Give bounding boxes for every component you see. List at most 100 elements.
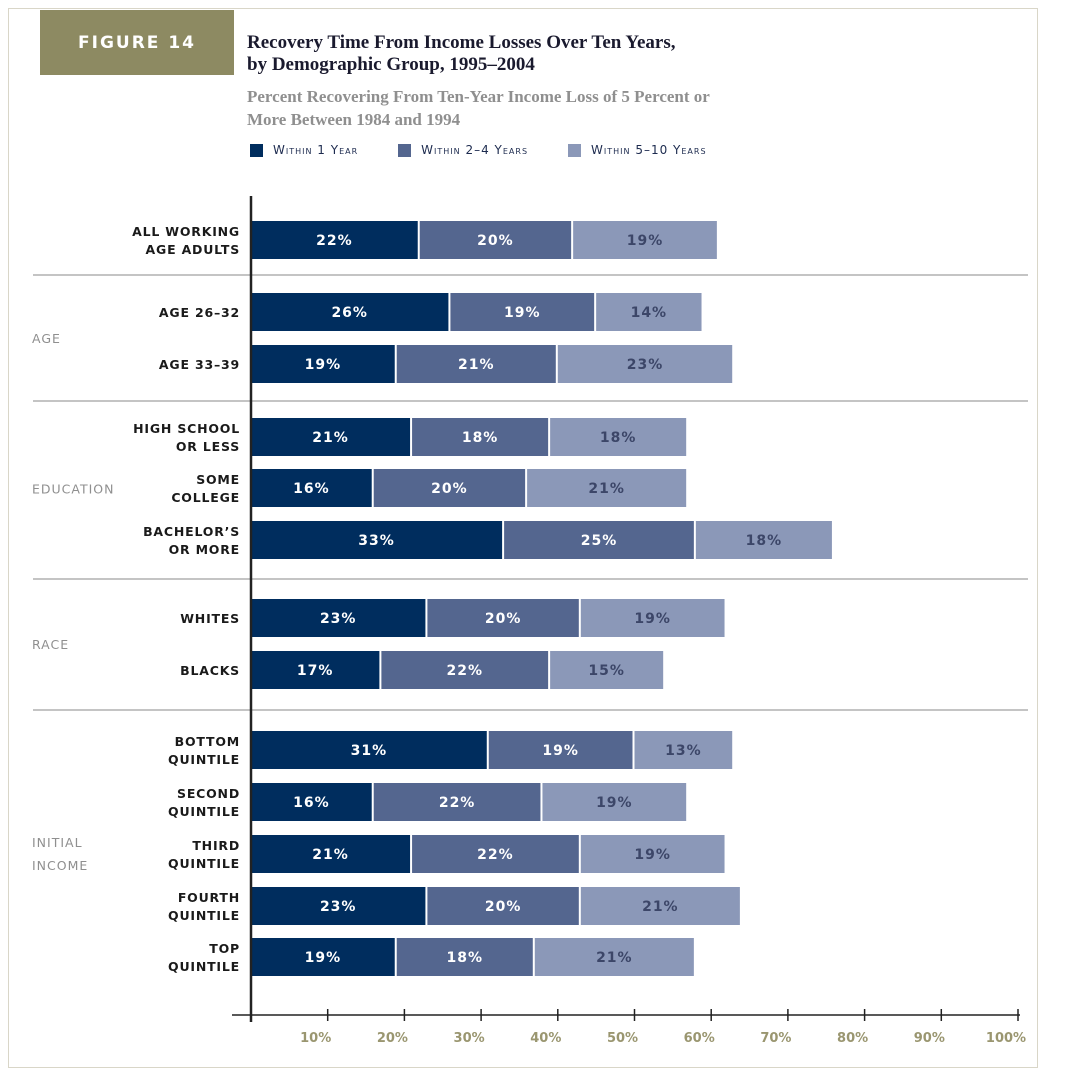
bar-value-label-g2-r0-s1: 18% [462,430,499,446]
bar-value-label-g4-r4-s0: 19% [305,950,342,966]
chart-subtitle-line-2: More Between 1984 and 1994 [247,110,461,129]
row-label-g1-r0-l0: AGE 26–32 [159,305,240,320]
row-label-g0-r0-l1: AGE ADULTS [146,242,240,257]
row-label-g3-r1-l0: BLACKS [180,663,240,678]
group-label-4-l1: INCOME [32,858,88,873]
bar-segment-g0-r0-s1 [419,221,572,259]
x-tick-label-70: 70% [760,1031,791,1046]
bar-value-label-g1-r1-s0: 19% [305,357,342,373]
bar-value-label-g3-r1-s1: 22% [447,663,484,679]
row-label-g2-r2-l1: OR MORE [169,542,240,557]
group-label-3-l0: RACE [32,637,69,652]
row-label-g2-r1-l1: COLLEGE [171,490,240,505]
bar-segment-g4-r4-s0 [251,938,395,976]
bar-value-label-g0-r0-s2: 19% [627,233,664,249]
bar-value-label-g2-r2-s1: 25% [581,533,618,549]
row-label-g2-r2-l0: BACHELOR’S [143,524,240,539]
bar-segment-g4-r2-s2 [580,835,725,873]
bar-segment-g3-r0-s1 [427,599,579,637]
row-label-g4-r3-l1: QUINTILE [168,908,240,923]
bar-value-label-g4-r2-s0: 21% [312,847,349,863]
row-label-g4-r3-l0: FOURTH [178,890,240,905]
x-tick-label-30: 30% [454,1031,485,1046]
chart-legend: Within 1 Year Within 2–4 Years Within 5–… [250,143,707,157]
bar-segment-g2-r1-s1 [373,469,526,507]
bar-segment-g2-r2-s1 [504,521,694,559]
bar-value-label-g0-r0-s1: 20% [477,233,514,249]
bar-segment-g2-r1-s2 [527,469,687,507]
bar-segment-g4-r0-s2 [634,731,733,769]
bar-value-label-g4-r3-s2: 21% [642,899,679,915]
chart-title: Recovery Time From Income Losses Over Te… [247,32,887,76]
legend-swatch-within-2-4-years [398,143,412,157]
bar-segment-g4-r1-s1 [373,783,541,821]
bar-value-label-g2-r2-s0: 33% [358,533,395,549]
bar-segment-g2-r0-s0 [251,418,411,456]
row-label-g4-r1-l0: SECOND [177,786,240,801]
bar-segment-g1-r1-s0 [251,345,395,383]
bar-segment-g1-r1-s2 [557,345,733,383]
bar-segment-g2-r0-s1 [412,418,549,456]
x-tick-label-20: 20% [377,1031,408,1046]
bar-segment-g0-r0-s0 [251,221,418,259]
bar-segment-g4-r4-s2 [534,938,694,976]
bar-value-label-g2-r1-s1: 20% [431,481,468,497]
group-label-4-l0: INITIAL [32,835,83,850]
bar-segment-g3-r1-s1 [381,651,549,689]
legend-label-within-5-10-years: Within 5–10 Years [591,143,707,157]
bar-value-label-g4-r0-s0: 31% [351,743,388,759]
x-tick-label-60: 60% [684,1031,715,1046]
bar-segment-g4-r0-s0 [251,731,487,769]
legend-item-within-1-year: Within 1 Year [250,143,358,157]
bar-value-label-g3-r0-s1: 20% [485,611,522,627]
row-label-g4-r1-l1: QUINTILE [168,804,240,819]
bar-value-label-g3-r0-s0: 23% [320,611,357,627]
row-label-g2-r0-l1: OR LESS [176,439,240,454]
legend-item-within-5-10-years: Within 5–10 Years [568,143,707,157]
row-label-g4-r4-l0: TOP [209,941,240,956]
bar-value-label-g1-r1-s2: 23% [627,357,664,373]
bar-value-label-g3-r1-s2: 15% [588,663,625,679]
legend-swatch-within-5-10-years [568,143,582,157]
x-tick-label-80: 80% [837,1031,868,1046]
bar-segment-g4-r3-s1 [427,887,579,925]
chart-subtitle-line-1: Percent Recovering From Ten-Year Income … [247,87,710,106]
bar-value-label-g2-r1-s2: 21% [588,481,625,497]
bar-segment-g4-r3-s2 [580,887,740,925]
legend-swatch-within-1-year [250,143,263,157]
row-label-g1-r1-l0: AGE 33–39 [159,357,240,372]
chart-title-line-2: by Demographic Group, 1995–2004 [247,54,535,75]
group-label-2-l0: EDUCATION [32,482,115,497]
bar-segment-g4-r1-s0 [251,783,372,821]
chart-subtitle: Percent Recovering From Ten-Year Income … [247,85,887,131]
row-label-g2-r1-l0: SOME [196,472,240,487]
bar-segment-g2-r2-s2 [695,521,832,559]
bar-value-label-g4-r2-s2: 19% [634,847,671,863]
bar-value-label-g4-r4-s2: 21% [596,950,633,966]
figure-tag: FIGURE 14 [40,10,234,75]
row-label-g3-r0-l0: WHITES [180,611,240,626]
bar-value-label-g4-r3-s0: 23% [320,899,357,915]
bar-value-label-g4-r0-s2: 13% [665,743,702,759]
bar-segment-g1-r0-s0 [251,293,449,331]
legend-label-within-1-year: Within 1 Year [273,143,359,157]
x-tick-label-100: 100% [986,1031,1026,1046]
row-label-g4-r4-l1: QUINTILE [168,959,240,974]
bar-value-label-g4-r3-s1: 20% [485,899,522,915]
x-tick-label-10: 10% [300,1031,331,1046]
bar-value-label-g4-r1-s0: 16% [293,795,330,811]
bar-segment-g1-r1-s1 [396,345,556,383]
bar-segment-g4-r3-s0 [251,887,426,925]
bar-value-label-g2-r2-s2: 18% [746,533,783,549]
row-label-g4-r0-l1: QUINTILE [168,752,240,767]
legend-label-within-2-4-years: Within 2–4 Years [421,143,529,157]
bar-segment-g4-r4-s1 [396,938,533,976]
row-label-g2-r0-l0: HIGH SCHOOL [133,421,240,436]
bar-value-label-g1-r0-s1: 19% [504,305,541,321]
bar-value-label-g4-r1-s1: 22% [439,795,476,811]
x-tick-label-40: 40% [530,1031,561,1046]
bar-value-label-g0-r0-s0: 22% [316,233,353,249]
bar-segment-g4-r2-s1 [412,835,579,873]
row-label-g4-r2-l0: THIRD [192,838,240,853]
